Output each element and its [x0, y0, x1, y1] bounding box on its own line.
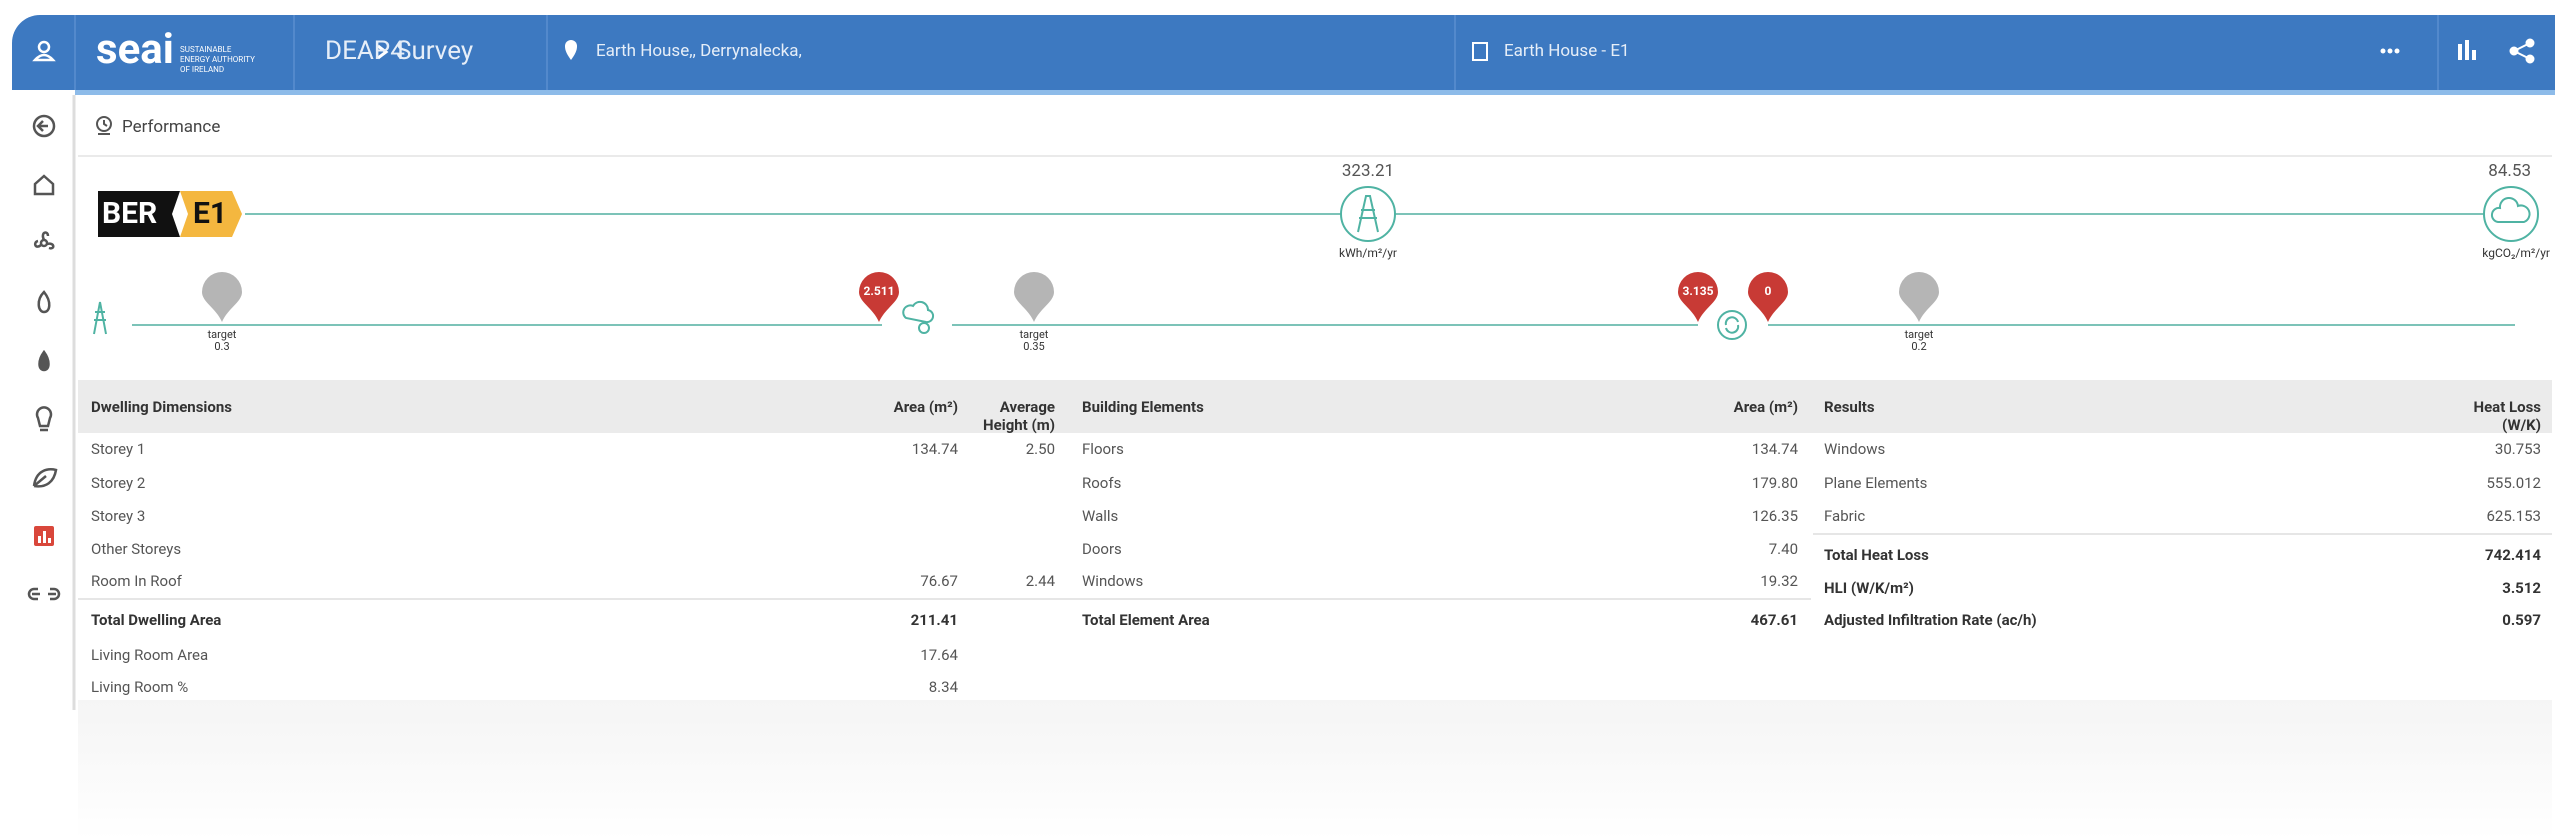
target-label: target	[207, 328, 237, 341]
target-value: 0.3	[214, 340, 230, 353]
energy-unit: kWh/m²/yr	[1339, 246, 1397, 260]
cell: 555.012	[2486, 474, 2541, 492]
cell: Walls	[1082, 507, 1119, 525]
cell: 134.74	[1751, 440, 1798, 458]
share-icon[interactable]	[2509, 38, 2535, 64]
performance-icon	[96, 116, 112, 135]
cell: Other Storeys	[91, 540, 182, 558]
co2-unit: kgCO₂/m²/yr	[2482, 246, 2550, 260]
total-cell: 467.61	[1750, 611, 1798, 629]
cell: Floors	[1082, 440, 1124, 458]
cell: Windows	[1082, 572, 1144, 590]
cell: Room In Roof	[91, 572, 182, 590]
table-header-band	[78, 380, 2552, 433]
track-icons	[93, 300, 1747, 340]
cell: Fabric	[1824, 507, 1866, 525]
total-cell: 742.414	[2485, 546, 2541, 564]
column-header: Area (m²)	[1733, 398, 1798, 416]
column-header: Results	[1824, 398, 1875, 416]
header-strip	[75, 90, 2555, 95]
cell: Roofs	[1082, 474, 1122, 492]
ber-label: BER	[102, 196, 158, 231]
column-header: Average Height (m)	[983, 398, 1055, 434]
cell: 19.32	[1760, 572, 1798, 590]
document-icon	[1472, 42, 1488, 61]
cell: 126.35	[1751, 507, 1798, 525]
cell: 134.74	[911, 440, 958, 458]
total-cell: Total Element Area	[1082, 611, 1210, 629]
cell: 625.153	[2486, 507, 2541, 525]
column-header: Heat Loss (W/K)	[2473, 398, 2541, 434]
cell: 30.753	[2494, 440, 2541, 458]
total-cell: Living Room %	[91, 678, 189, 696]
target-value: 0.2	[1911, 340, 1927, 353]
chart-icon[interactable]	[2458, 40, 2476, 60]
result-value: 2.511	[863, 284, 895, 298]
co2-icon	[2483, 186, 2539, 242]
cell: Storey 2	[91, 474, 146, 492]
cell: Doors	[1082, 540, 1122, 558]
cell: 179.80	[1751, 474, 1798, 492]
result-value: 0	[1764, 284, 1772, 298]
user-icon[interactable]	[32, 40, 56, 62]
breadcrumb-chevron	[377, 44, 389, 60]
target-label: target	[1019, 328, 1049, 341]
total-cell: 17.64	[920, 646, 958, 664]
cell: 2.44	[1025, 572, 1055, 590]
total-cell: 8.34	[928, 678, 958, 696]
target-value: 0.35	[1023, 340, 1045, 353]
sidebar-active-icon[interactable]	[34, 526, 54, 546]
breadcrumb-app[interactable]: DEAP4	[325, 36, 405, 66]
energy-value: 323.21	[1341, 161, 1395, 181]
more-icon[interactable]	[2380, 48, 2400, 54]
total-cell: HLI (W/K/m²)	[1824, 579, 1914, 597]
marker-pin	[202, 272, 242, 322]
sidebar-icons[interactable]	[27, 114, 61, 601]
header-dividers	[74, 15, 2439, 90]
cell: Windows	[1824, 440, 1886, 458]
total-cell: Total Heat Loss	[1824, 546, 1929, 564]
marker-pin	[1014, 272, 1054, 322]
column-header: Building Elements	[1082, 398, 1204, 416]
reflection-fade	[78, 700, 2552, 840]
ber-badge	[98, 191, 180, 237]
total-cell: Adjusted Infiltration Rate (ac/h)	[1824, 611, 2037, 629]
address: Earth House,, Derrynalecka,	[596, 41, 802, 61]
energy-icon	[1340, 186, 1396, 242]
cell: 7.40	[1768, 540, 1798, 558]
logo: seai	[96, 25, 174, 74]
marker-pin	[1678, 272, 1718, 322]
co2-value: 84.53	[2488, 161, 2531, 181]
marker-pin	[859, 272, 899, 322]
total-cell: Living Room Area	[91, 646, 209, 664]
total-cell: Total Dwelling Area	[91, 611, 222, 629]
location-icon	[565, 40, 577, 60]
section-title: Performance	[122, 117, 221, 137]
ber-rating: E1	[193, 196, 228, 231]
cell: Plane Elements	[1824, 474, 1928, 492]
cell: 76.67	[920, 572, 958, 590]
column-header: Dwelling Dimensions	[91, 398, 232, 416]
cell: 2.50	[1025, 440, 1055, 458]
breadcrumb-section: Survey	[396, 36, 474, 66]
total-cell: 0.597	[2502, 611, 2541, 629]
header-bar	[12, 15, 2555, 90]
ber-rating-badge	[180, 191, 242, 237]
cell: Storey 3	[91, 507, 146, 525]
cell: Storey 1	[91, 440, 146, 458]
target-label: target	[1904, 328, 1934, 341]
marker-pin	[1899, 272, 1939, 322]
column-header: Area (m²)	[893, 398, 958, 416]
total-cell: 211.41	[910, 611, 958, 629]
logo-tagline: SUSTAINABLE ENERGY AUTHORITY OF IRELAND	[180, 45, 255, 74]
result-value: 3.135	[1682, 284, 1714, 298]
assessment: Earth House - E1	[1504, 41, 1630, 61]
marker-pin	[1748, 272, 1788, 322]
total-cell: 3.512	[2502, 579, 2541, 597]
